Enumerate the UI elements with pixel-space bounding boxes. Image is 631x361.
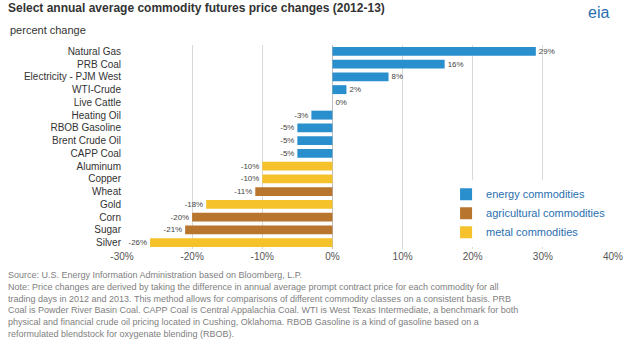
- svg-text:Note: Price changes are derive: Note: Price changes are derived by takin…: [8, 282, 499, 292]
- svg-text:percent change: percent change: [10, 24, 86, 36]
- svg-text:-5%: -5%: [280, 123, 294, 132]
- svg-text:RBOB Gasoline: RBOB Gasoline: [50, 122, 121, 133]
- svg-text:-10%: -10%: [241, 174, 260, 183]
- svg-text:Select annual average commodit: Select annual average commodity futures …: [8, 1, 385, 15]
- svg-text:16%: 16%: [448, 60, 464, 69]
- svg-text:Electricity - PJM West: Electricity - PJM West: [24, 71, 121, 82]
- svg-text:0%: 0%: [325, 251, 340, 262]
- svg-text:Aluminum: Aluminum: [77, 161, 121, 172]
- svg-text:Corn: Corn: [99, 212, 121, 223]
- svg-text:CAPP Coal: CAPP Coal: [71, 148, 121, 159]
- svg-text:agricultural commodities: agricultural commodities: [486, 207, 605, 219]
- svg-text:0%: 0%: [335, 98, 346, 107]
- svg-text:-5%: -5%: [280, 136, 294, 145]
- svg-text:-5%: -5%: [280, 149, 294, 158]
- svg-text:Live Cattle: Live Cattle: [74, 97, 122, 108]
- svg-text:physical and financial crude o: physical and financial crude oil pricing…: [8, 317, 479, 327]
- svg-text:WTI-Crude: WTI-Crude: [72, 84, 121, 95]
- svg-text:trading days in 2012 and 2013.: trading days in 2012 and 2013. This meth…: [8, 294, 511, 304]
- svg-text:-20%: -20%: [171, 213, 190, 222]
- svg-text:Gold: Gold: [100, 199, 121, 210]
- svg-text:-3%: -3%: [294, 111, 308, 120]
- svg-text:-30%: -30%: [110, 251, 133, 262]
- svg-text:-18%: -18%: [185, 200, 204, 209]
- svg-text:Silver: Silver: [96, 237, 122, 248]
- svg-text:40%: 40%: [603, 251, 623, 262]
- svg-text:-11%: -11%: [234, 187, 252, 196]
- svg-text:30%: 30%: [533, 251, 553, 262]
- svg-text:Sugar: Sugar: [94, 224, 121, 235]
- svg-text:reformulated blendstock for ox: reformulated blendstock for oxygenate bl…: [8, 329, 234, 339]
- svg-text:eia: eia: [588, 4, 609, 21]
- svg-text:Source: U.S. Energy Informatio: Source: U.S. Energy Information Administ…: [8, 270, 302, 280]
- svg-text:8%: 8%: [392, 72, 403, 81]
- svg-text:energy commodities: energy commodities: [486, 188, 585, 200]
- svg-text:Brent Crude Oil: Brent Crude Oil: [52, 135, 121, 146]
- svg-text:Copper: Copper: [88, 173, 121, 184]
- svg-text:Coal is Powder River Basin Coa: Coal is Powder River Basin Coal. CAPP Co…: [8, 305, 518, 315]
- svg-text:2%: 2%: [349, 85, 360, 94]
- svg-text:20%: 20%: [463, 251, 483, 262]
- svg-text:Wheat: Wheat: [92, 186, 121, 197]
- svg-text:Heating Oil: Heating Oil: [72, 110, 121, 121]
- svg-text:metal commodities: metal commodities: [486, 226, 578, 238]
- svg-text:-21%: -21%: [164, 225, 183, 234]
- svg-text:Natural Gas: Natural Gas: [68, 46, 121, 57]
- svg-text:-10%: -10%: [251, 251, 274, 262]
- svg-text:-26%: -26%: [129, 238, 148, 247]
- svg-text:-20%: -20%: [180, 251, 203, 262]
- svg-text:10%: 10%: [393, 251, 413, 262]
- svg-text:-10%: -10%: [241, 162, 260, 171]
- svg-text:PRB Coal: PRB Coal: [77, 59, 121, 70]
- svg-text:29%: 29%: [539, 47, 555, 56]
